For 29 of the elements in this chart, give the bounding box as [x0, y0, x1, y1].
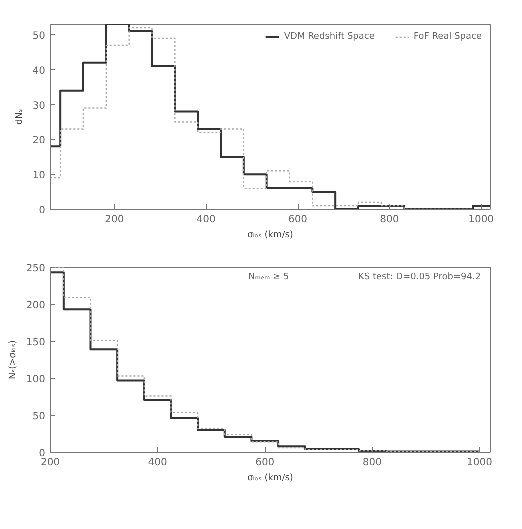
y-tick-label: 200 [26, 300, 46, 312]
x-tick-label: 600 [288, 214, 308, 226]
annotation: Nₘₑₘ ≥ 5 [248, 272, 290, 282]
y-tick-label: 40 [32, 66, 46, 77]
y-tick-label: 10 [32, 170, 46, 182]
legend-label: FoF Real Space [414, 32, 482, 42]
x-tick-label: 400 [196, 214, 216, 226]
y-tick-label: 150 [26, 338, 46, 348]
x-tick-label: 800 [362, 458, 382, 468]
y-tick-label: 100 [26, 374, 46, 386]
legend-label: VDM Redshift Space [284, 32, 375, 42]
x-tick-label: 1000 [467, 458, 492, 468]
annotation: KS test: D=0.05 Prob=94.2 [358, 272, 482, 282]
x-axis-title: σₗₒₛ (km/s) [248, 230, 294, 240]
x-tick-label: 800 [380, 214, 400, 226]
x-tick-label: 600 [256, 458, 275, 468]
y-tick-label: 30 [32, 100, 46, 112]
x-axis-title: σₗₒₛ (km/s) [248, 474, 294, 484]
y-tick-label: 0 [39, 448, 46, 460]
x-tick-label: 1000 [468, 214, 494, 226]
y-tick-label: 20 [32, 136, 46, 147]
y-axis-title: dNₛ [14, 109, 25, 125]
y-axis-title: Nₛ(>σₗₒₛ) [8, 340, 18, 380]
x-tick-label: 400 [148, 458, 168, 468]
y-tick-label: 250 [26, 264, 46, 274]
y-tick-label: 50 [32, 412, 46, 422]
y-tick-label: 0 [39, 206, 46, 216]
y-tick-label: 50 [32, 30, 46, 42]
x-tick-label: 200 [105, 214, 124, 226]
